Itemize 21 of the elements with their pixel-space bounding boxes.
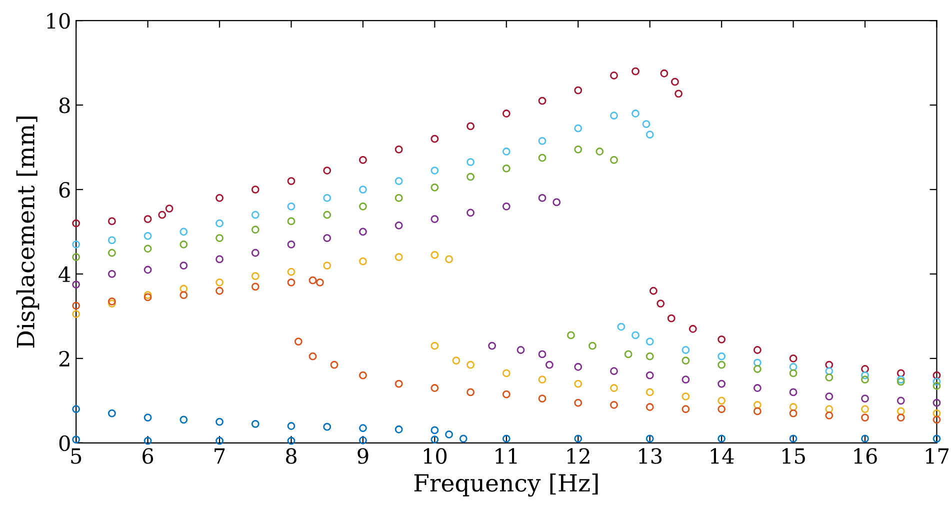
- x-tick-label: 16: [854, 448, 877, 464]
- x-tick-label: 5: [71, 448, 82, 464]
- y-tick-label: 0: [59, 435, 70, 452]
- y-tick-label: 4: [58, 266, 70, 282]
- x-tick-label: 17: [926, 448, 948, 464]
- x-tick-label: 7: [214, 448, 225, 464]
- x-tick-label: 8: [286, 448, 296, 464]
- x-tick-label: 14: [710, 448, 734, 464]
- x-tick-label: 13: [639, 448, 662, 464]
- x-tick-label: 10: [424, 448, 447, 464]
- x-tick-label: 11: [496, 448, 517, 464]
- x-tick-label: 15: [782, 448, 805, 464]
- y-tick-label: 6: [59, 182, 70, 198]
- y-tick-label: 8: [59, 98, 70, 114]
- y-tick-label: 10: [47, 13, 70, 29]
- x-tick-label: 12: [567, 448, 590, 464]
- x-tick-label: 9: [358, 448, 368, 464]
- y-tick-label: 2: [59, 350, 70, 366]
- y-axis-title: Displacement [mm]: [16, 116, 40, 348]
- x-tick-label: 6: [142, 448, 154, 464]
- x-axis-title: Frequency [Hz]: [414, 473, 598, 497]
